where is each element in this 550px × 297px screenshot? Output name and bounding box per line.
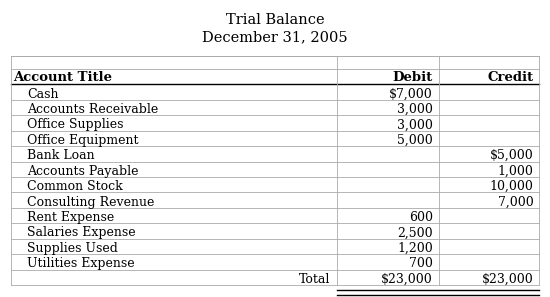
- Text: Consulting Revenue: Consulting Revenue: [27, 195, 155, 208]
- Text: $23,000: $23,000: [381, 273, 433, 286]
- Text: Supplies Used: Supplies Used: [27, 242, 118, 255]
- Text: Rent Expense: Rent Expense: [27, 211, 114, 224]
- Text: Utilities Expense: Utilities Expense: [27, 257, 135, 270]
- Text: 600: 600: [409, 211, 433, 224]
- Text: $23,000: $23,000: [482, 273, 534, 286]
- Text: Credit: Credit: [488, 71, 534, 84]
- Text: $7,000: $7,000: [389, 88, 433, 100]
- Text: Accounts Receivable: Accounts Receivable: [27, 103, 158, 116]
- Text: Account Title: Account Title: [14, 71, 113, 84]
- Text: 5,000: 5,000: [397, 134, 433, 147]
- Text: December 31, 2005: December 31, 2005: [202, 31, 348, 45]
- Text: $5,000: $5,000: [490, 149, 534, 162]
- Text: 10,000: 10,000: [490, 180, 534, 193]
- Text: 3,000: 3,000: [397, 103, 433, 116]
- Text: Accounts Payable: Accounts Payable: [27, 165, 139, 178]
- Text: 1,200: 1,200: [397, 242, 433, 255]
- Text: Office Supplies: Office Supplies: [27, 119, 124, 131]
- Text: Common Stock: Common Stock: [27, 180, 123, 193]
- Text: 7,000: 7,000: [498, 195, 534, 208]
- Text: 2,500: 2,500: [397, 226, 433, 239]
- Text: 3,000: 3,000: [397, 119, 433, 131]
- Text: Cash: Cash: [27, 88, 58, 100]
- Text: Trial Balance: Trial Balance: [226, 13, 324, 27]
- Text: Debit: Debit: [393, 71, 433, 84]
- Text: Total: Total: [299, 273, 331, 286]
- Text: 700: 700: [409, 257, 433, 270]
- Text: Salaries Expense: Salaries Expense: [27, 226, 136, 239]
- Text: Office Equipment: Office Equipment: [27, 134, 139, 147]
- Text: 1,000: 1,000: [498, 165, 534, 178]
- Text: Bank Loan: Bank Loan: [27, 149, 95, 162]
